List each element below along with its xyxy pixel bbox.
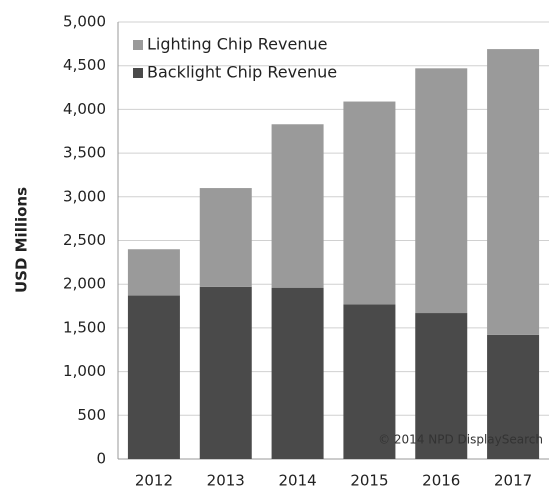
x-tick-label: 2016	[422, 472, 460, 490]
legend-swatch	[133, 68, 143, 78]
y-tick-label: 500	[77, 406, 106, 424]
bar-segment	[487, 334, 540, 459]
y-tick-label: 0	[96, 450, 106, 468]
y-tick-label: 2,500	[63, 231, 106, 249]
x-tick-label: 2013	[207, 472, 245, 490]
legend-swatch	[133, 40, 143, 50]
bar-segment	[127, 249, 180, 296]
bar-segment	[199, 286, 252, 459]
y-tick-label: 4,000	[63, 100, 106, 118]
bar-segment	[415, 313, 468, 459]
x-tick-label: 2015	[350, 472, 388, 490]
y-tick-label: 4,500	[63, 56, 106, 74]
bar-segment	[127, 295, 180, 459]
y-tick-label: 2,000	[63, 275, 106, 293]
y-axis-label: USD Millions	[13, 187, 31, 293]
y-tick-label: 3,000	[63, 187, 106, 205]
y-tick-label: 3,500	[63, 144, 106, 162]
bar-segment	[271, 287, 324, 459]
bar-segment	[271, 124, 324, 288]
legend-label: Lighting Chip Revenue	[147, 35, 327, 54]
bar-segment	[199, 188, 252, 287]
bar-segment	[487, 49, 540, 335]
bar-segment	[343, 304, 396, 459]
x-tick-label: 2012	[135, 472, 173, 490]
bar-segment	[415, 68, 468, 314]
x-tick-label: 2017	[494, 472, 532, 490]
source-note: © 2014 NPD DisplaySearch	[378, 433, 543, 447]
legend-label: Backlight Chip Revenue	[147, 63, 337, 82]
bar-segment	[343, 101, 396, 305]
y-tick-label: 1,000	[63, 362, 106, 380]
x-tick-label: 2014	[278, 472, 316, 490]
y-tick-label: 5,000	[63, 13, 106, 31]
y-tick-label: 1,500	[63, 318, 106, 336]
